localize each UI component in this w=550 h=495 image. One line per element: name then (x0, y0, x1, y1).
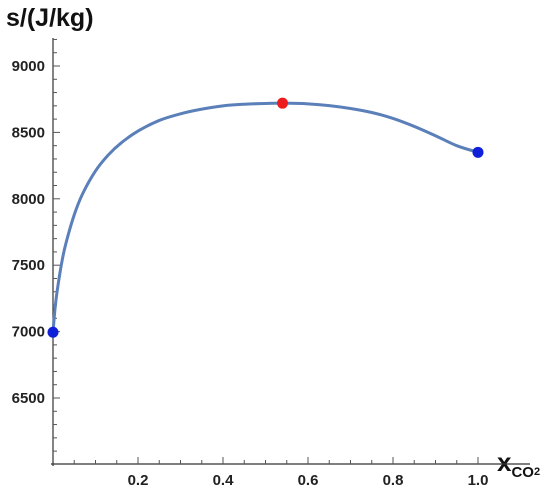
x-tick-label: 0.2 (128, 472, 149, 489)
data-point (472, 146, 484, 158)
x-tick-label: 0.8 (383, 472, 404, 489)
series-line (51, 101, 480, 334)
y-tick-label: 6500 (12, 390, 45, 407)
y-tick-label: 7500 (12, 257, 45, 274)
x-axis-label-main: x (497, 447, 512, 477)
x-axis-label-sub: CO (511, 464, 534, 481)
x-axis-label: xCO2 (497, 447, 541, 481)
data-point (277, 97, 288, 109)
y-axis-label: s/(J/kg) (6, 4, 94, 32)
y-tick-label: 7000 (12, 324, 45, 341)
x-tick-label: 1.0 (468, 472, 489, 489)
y-tick-label: 8500 (12, 124, 45, 141)
x-axis-label-sub2: 2 (533, 466, 541, 478)
data-point (47, 326, 59, 338)
y-tick-label: 9000 (12, 58, 45, 75)
x-tick-label: 0.6 (298, 472, 319, 489)
y-tick-label: 8000 (12, 191, 45, 208)
x-tick-label: 0.4 (213, 472, 235, 489)
